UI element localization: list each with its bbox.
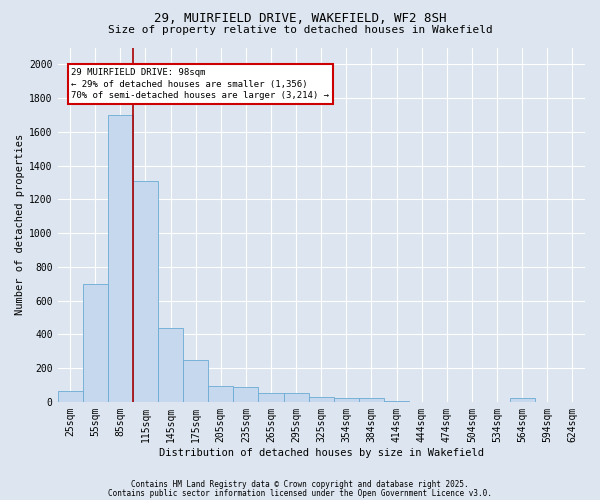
- Bar: [233, 388, 259, 402]
- Bar: [133, 181, 158, 402]
- Bar: [208, 386, 233, 402]
- Bar: [83, 284, 108, 402]
- Bar: [284, 394, 309, 402]
- Bar: [359, 398, 384, 402]
- Bar: [183, 360, 208, 402]
- Y-axis label: Number of detached properties: Number of detached properties: [15, 134, 25, 316]
- Bar: [259, 394, 284, 402]
- Bar: [158, 328, 183, 402]
- Bar: [384, 401, 409, 402]
- Text: 29 MUIRFIELD DRIVE: 98sqm
← 29% of detached houses are smaller (1,356)
70% of se: 29 MUIRFIELD DRIVE: 98sqm ← 29% of detac…: [71, 68, 329, 100]
- Bar: [58, 391, 83, 402]
- Bar: [108, 115, 133, 402]
- Bar: [334, 398, 359, 402]
- Text: 29, MUIRFIELD DRIVE, WAKEFIELD, WF2 8SH: 29, MUIRFIELD DRIVE, WAKEFIELD, WF2 8SH: [154, 12, 446, 26]
- Text: Contains HM Land Registry data © Crown copyright and database right 2025.: Contains HM Land Registry data © Crown c…: [131, 480, 469, 489]
- Text: Size of property relative to detached houses in Wakefield: Size of property relative to detached ho…: [107, 25, 493, 35]
- X-axis label: Distribution of detached houses by size in Wakefield: Distribution of detached houses by size …: [159, 448, 484, 458]
- Bar: [509, 398, 535, 402]
- Bar: [309, 397, 334, 402]
- Text: Contains public sector information licensed under the Open Government Licence v3: Contains public sector information licen…: [108, 488, 492, 498]
